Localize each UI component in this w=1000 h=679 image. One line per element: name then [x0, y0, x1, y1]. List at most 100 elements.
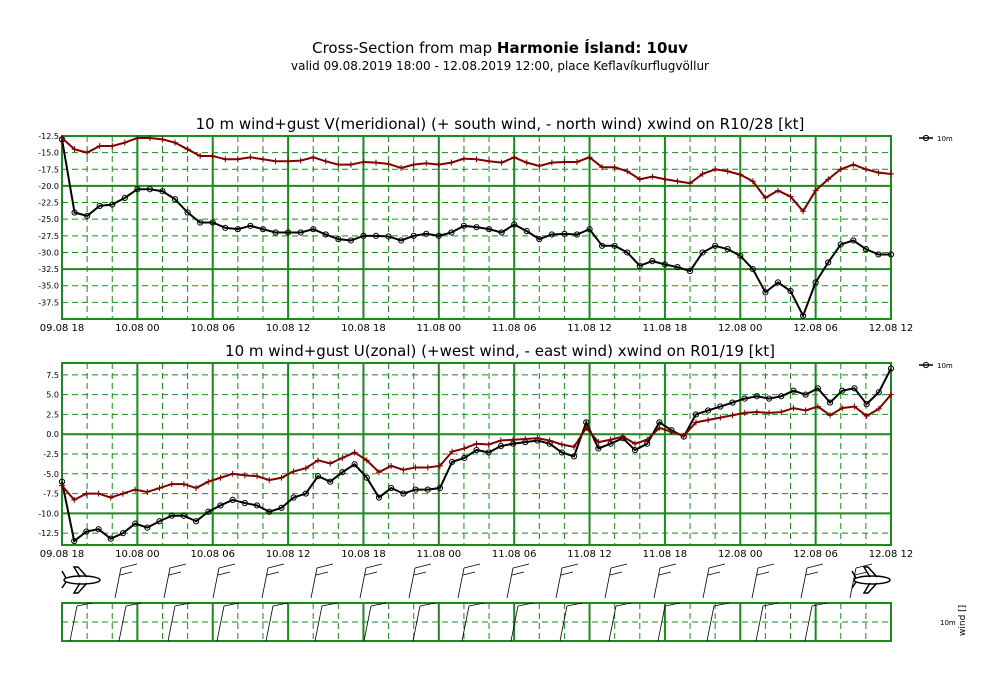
y-tick-label: -22.5 — [38, 199, 59, 208]
barb-shaft — [604, 567, 612, 599]
data-point-gust — [510, 436, 517, 443]
data-point-gust — [875, 405, 882, 412]
data-point-gust — [644, 436, 651, 443]
data-point-gust — [412, 464, 419, 471]
y-tick-label: 7.5 — [46, 371, 59, 380]
data-point-gust — [595, 439, 602, 446]
data-point-wind — [107, 535, 114, 542]
barb-shaft — [506, 567, 514, 599]
data-point-wind — [741, 395, 748, 402]
data-point-wind — [423, 230, 430, 237]
data-point-wind — [778, 393, 785, 400]
y-tick-label: 2.5 — [46, 410, 59, 419]
barb-flag — [174, 602, 191, 607]
series-line-wind — [61, 139, 891, 319]
data-point-gust — [159, 136, 166, 143]
y-tick-label: 5.0 — [46, 391, 59, 400]
data-point-gust — [749, 178, 756, 185]
data-point-wind — [461, 454, 468, 462]
barb-flag — [315, 571, 329, 576]
data-point-wind — [837, 241, 844, 248]
data-point-gust — [717, 414, 724, 421]
data-point-gust — [351, 449, 358, 456]
data-point-wind — [825, 259, 832, 266]
wind-barb — [457, 563, 481, 599]
wind-side-label: wind [] — [958, 605, 968, 636]
data-point-gust — [385, 160, 392, 167]
data-point-gust — [687, 180, 694, 187]
x-tick-label: 09.08 18 — [40, 323, 85, 334]
data-point-wind — [234, 226, 241, 233]
y-tick-label: -17.5 — [38, 165, 59, 174]
barb-shaft — [653, 567, 661, 599]
barb-shaft — [751, 567, 759, 599]
barb-shaft — [804, 605, 813, 642]
data-point-gust — [888, 170, 894, 177]
data-point-gust — [624, 168, 631, 175]
barb-flag — [462, 571, 476, 576]
plane-body — [853, 575, 891, 585]
data-point-wind — [636, 262, 643, 269]
data-point-wind — [132, 520, 139, 527]
barb-shaft — [408, 567, 416, 599]
data-point-gust — [266, 477, 273, 484]
x-tick-label: 11.08 00 — [417, 549, 462, 560]
data-point-gust — [611, 164, 618, 171]
data-point-wind — [595, 445, 602, 452]
wind-barb — [608, 602, 632, 642]
y-tick-label: -5.0 — [43, 470, 59, 479]
barb-shaft — [800, 567, 808, 599]
data-point-wind — [297, 229, 304, 236]
data-point-gust — [460, 155, 467, 162]
barb-shaft — [114, 567, 122, 599]
barb-shaft — [310, 567, 318, 599]
data-point-gust — [573, 158, 580, 165]
barb-shaft — [706, 605, 715, 642]
data-point-wind — [229, 496, 236, 503]
data-point-wind — [850, 237, 857, 244]
x-tick-label: 10.08 12 — [266, 549, 311, 560]
barb-flag — [76, 602, 93, 607]
data-point-gust — [486, 158, 493, 165]
data-point-wind — [498, 229, 505, 236]
wind-barb — [804, 602, 828, 642]
data-point-wind — [217, 502, 224, 509]
data-point-wind — [460, 222, 468, 229]
data-point-gust — [247, 154, 254, 161]
airplane-right-icon — [851, 566, 891, 594]
data-point-wind — [159, 188, 166, 195]
plane-wings — [851, 566, 878, 594]
data-point-wind — [253, 502, 261, 509]
data-point-wind — [121, 194, 128, 201]
data-point-gust — [661, 176, 668, 183]
legend-label: 10m — [937, 362, 953, 370]
barb-flag — [321, 602, 338, 607]
data-point-wind — [536, 236, 543, 243]
wind-barb — [555, 563, 579, 599]
data-point-gust — [473, 440, 480, 447]
plot-frame — [61, 135, 892, 320]
data-point-gust — [583, 424, 590, 431]
x-tick-label: 10.08 06 — [190, 549, 235, 560]
data-point-gust — [132, 486, 139, 493]
main-title-prefix: Cross-Section from map — [312, 39, 497, 57]
data-point-wind — [146, 186, 154, 193]
data-point-wind — [712, 242, 719, 249]
wind-barb — [212, 563, 236, 599]
data-point-gust — [523, 159, 530, 166]
data-point-gust — [95, 490, 102, 497]
data-point-wind — [624, 249, 631, 256]
barb-shaft — [359, 567, 367, 599]
data-point-wind — [737, 252, 744, 259]
data-point-wind — [134, 186, 141, 193]
barb-flag — [419, 602, 436, 607]
data-point-wind — [96, 202, 103, 209]
data-point-gust — [607, 436, 614, 443]
data-point-wind — [436, 484, 444, 492]
x-tick-label: 10.08 18 — [341, 549, 386, 560]
barb-flag — [854, 571, 868, 576]
data-point-wind — [412, 486, 419, 493]
data-point-gust — [668, 428, 675, 435]
barb-flag — [316, 563, 334, 569]
data-point-wind — [435, 232, 442, 239]
